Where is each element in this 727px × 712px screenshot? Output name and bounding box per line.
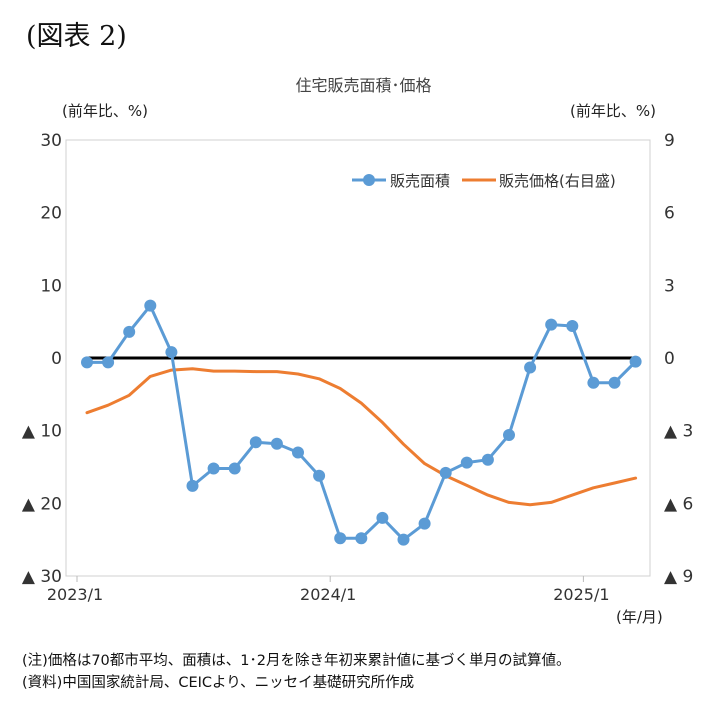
data-point (186, 479, 199, 492)
data-point (418, 517, 431, 530)
left-axis-unit: (前年比、%) (62, 102, 148, 120)
x-tick-label: 2023/1 (47, 585, 103, 604)
figure-label: (図表 2) (26, 21, 127, 52)
data-point (123, 325, 136, 338)
series-line-area (85, 304, 638, 542)
data-point (81, 356, 93, 369)
legend-marker-area (363, 174, 375, 186)
data-point (228, 462, 241, 475)
right-tick-label: 3 (664, 276, 675, 296)
data-point (460, 456, 473, 469)
data-point (566, 320, 579, 333)
right-tick-label: 6 (664, 204, 675, 224)
data-point (249, 436, 262, 449)
data-point (439, 466, 452, 479)
data-point (334, 532, 347, 545)
right-tick-label: ▲ 3 (664, 422, 693, 442)
x-tick-label: 2024/1 (300, 585, 356, 604)
note-line: (注)価格は70都市平均、面積は、1･2月を除き年初来累計値に基づく単月の試算値… (22, 653, 571, 669)
plot-frame (65, 139, 651, 577)
data-point (608, 376, 621, 389)
data-point (587, 376, 600, 389)
left-tick-label: ▲ 10 (22, 422, 62, 442)
right-tick-label: ▲ 9 (664, 567, 693, 587)
data-point (397, 533, 410, 546)
data-point (144, 299, 157, 312)
left-tick-label: 0 (51, 349, 62, 369)
chart-axes (65, 139, 651, 582)
data-point (207, 462, 220, 475)
data-point (545, 318, 558, 331)
left-tick-label: 20 (40, 204, 62, 224)
legend-label-area: 販売面積 (390, 172, 450, 190)
x-axis-unit: (年/月) (616, 608, 663, 626)
right-tick-label: ▲ 6 (664, 494, 693, 514)
series-line-price (85, 367, 638, 507)
chart-title: 住宅販売面積･価格 (295, 76, 432, 95)
data-point (376, 511, 389, 524)
source-line: (資料)中国国家統計局、CEICより、ニッセイ基礎研究所作成 (22, 675, 415, 691)
x-tick-label: 2025/1 (553, 585, 609, 604)
left-tick-label: ▲ 30 (22, 567, 62, 587)
right-axis-unit: (前年比、%) (570, 102, 656, 120)
right-axis-tick-labels: 9 6 3 0 ▲ 3 ▲ 6 ▲ 9 (664, 131, 693, 587)
left-axis-tick-labels: 30 20 10 0 ▲ 10 ▲ 20 ▲ 30 (22, 131, 62, 587)
right-tick-label: 9 (664, 131, 675, 151)
notes: (注)価格は70都市平均、面積は、1･2月を除き年初来累計値に基づく単月の試算値… (22, 650, 570, 694)
series-layer (81, 299, 642, 546)
legend: 販売面積 販売価格(右目盛) (352, 172, 616, 190)
data-point (629, 355, 642, 368)
data-point (481, 453, 494, 466)
data-point (524, 361, 537, 374)
legend-label-price: 販売価格(右目盛) (499, 172, 616, 190)
data-point (270, 437, 283, 450)
data-point (313, 469, 326, 482)
data-point (292, 446, 304, 459)
data-point (165, 346, 178, 359)
left-tick-label: ▲ 20 (22, 494, 62, 514)
data-point (355, 532, 368, 545)
left-tick-label: 30 (40, 131, 62, 151)
data-point (503, 429, 515, 442)
data-point (102, 356, 115, 369)
left-tick-label: 10 (40, 276, 62, 296)
right-tick-label: 0 (664, 349, 675, 369)
x-axis-tick-labels: 2023/1 2024/1 2025/1 (47, 585, 610, 604)
